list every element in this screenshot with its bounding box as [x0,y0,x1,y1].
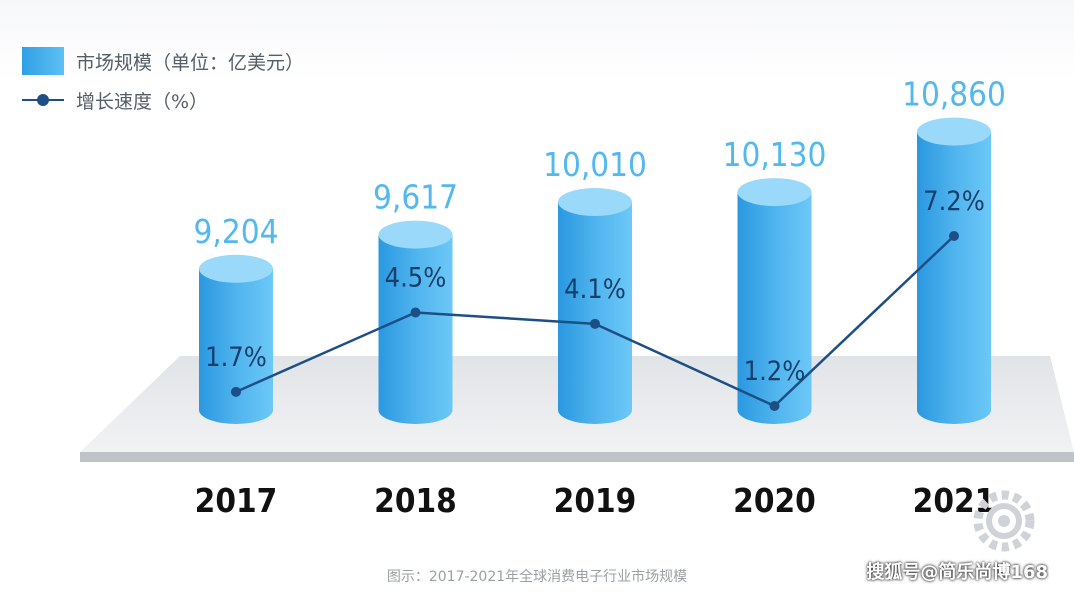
x-tick-label: 2020 [733,481,816,520]
legend-line-swatch [22,86,64,114]
bar-value-label: 10,010 [543,145,647,184]
bar-2020 [737,178,812,424]
bar-cap [917,117,991,146]
growth-point-2020 [769,401,780,411]
bar-body [199,268,273,424]
growth-value-label: 1.7% [205,342,267,373]
growth-point-2018 [410,307,421,318]
bar-value-label: 10,860 [902,75,1006,114]
x-tick-label: 2019 [554,481,637,520]
bar-2019 [558,188,632,424]
bar-body [558,202,632,424]
legend-line-label: 增长速度（%） [76,90,209,113]
bar-2018 [378,220,453,424]
growth-value-label: 7.2% [923,186,985,217]
bar-value-label: 9,617 [373,178,458,217]
chart-caption: 图示：2017-2021年全球消费电子行业市场规模 [386,569,688,585]
bar-body [378,234,453,424]
legend-bar-label: 市场规模（单位：亿美元） [76,51,305,74]
growth-value-label: 4.5% [385,263,447,294]
bar-2021 [917,117,991,424]
x-tick-label: 2017 [195,481,278,520]
bar-body [737,192,812,424]
watermark-text: 搜狐号@简乐尚博168 [866,562,1048,583]
bar-cap [737,178,812,207]
chart-labels: 9,204 2017 9,617 2018 10,010 2019 10,130 2020 10… [194,75,1006,520]
growth-point-2019 [590,318,600,329]
growth-line-series [231,231,959,411]
legend-item-market-size: 市场规模（单位：亿美元） [22,46,304,76]
legend: 市场规模（单位：亿美元） 增长速度（%） [22,46,304,124]
legend-bar-swatch [22,47,64,75]
gear-icon [973,490,1035,552]
bar-cap [199,254,273,283]
bar-cap [378,220,453,249]
x-tick-label: 2018 [374,481,457,520]
growth-point-2017 [231,386,241,397]
bar-value-label: 10,130 [723,135,827,174]
growth-value-label: 1.2% [744,356,806,387]
growth-value-label: 4.1% [564,274,626,305]
platform-edge [80,452,1074,462]
bar-body [917,131,991,424]
bar-2017 [199,254,273,424]
growth-point-2021 [949,231,959,241]
bar-cap [558,188,632,217]
bar-series [199,117,991,424]
bar-value-label: 9,204 [194,212,279,251]
legend-item-growth-rate: 增长速度（%） [22,85,304,115]
